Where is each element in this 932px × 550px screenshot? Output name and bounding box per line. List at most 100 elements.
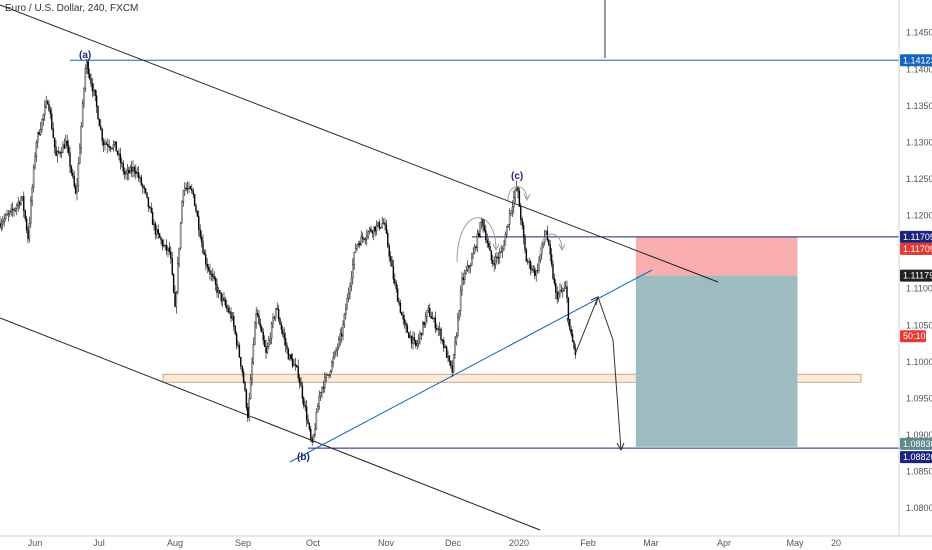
price-badge bbox=[900, 269, 932, 282]
candle-body bbox=[188, 186, 190, 189]
candle-body bbox=[535, 270, 537, 276]
candle-body bbox=[263, 340, 266, 347]
candle-body bbox=[98, 118, 101, 127]
candle-body bbox=[543, 236, 546, 243]
candle-body bbox=[14, 208, 17, 211]
candle-body bbox=[553, 278, 556, 284]
candle-body bbox=[100, 125, 102, 130]
candle-body bbox=[321, 387, 323, 393]
candle-body bbox=[7, 213, 10, 215]
candle-body bbox=[510, 210, 512, 214]
candle-body bbox=[136, 172, 138, 174]
candle-body bbox=[242, 371, 245, 383]
candle-body bbox=[398, 301, 400, 304]
candle-body bbox=[123, 171, 126, 175]
candle-body bbox=[300, 382, 302, 387]
candle-body bbox=[429, 307, 431, 317]
time-tick-label: Sep bbox=[235, 538, 251, 548]
candle-body bbox=[275, 308, 277, 318]
candle-body bbox=[314, 428, 316, 436]
candle-body bbox=[20, 198, 22, 205]
candle-body bbox=[44, 106, 46, 115]
candle-body bbox=[167, 247, 169, 251]
candle-body bbox=[154, 223, 157, 235]
candle-body bbox=[524, 237, 526, 251]
candle-body bbox=[534, 268, 536, 276]
candle-body bbox=[217, 290, 220, 293]
candle-body bbox=[402, 315, 404, 320]
candle-body bbox=[238, 345, 241, 358]
candle-body bbox=[303, 398, 305, 406]
candle-body bbox=[371, 231, 374, 234]
candle-body bbox=[143, 186, 145, 189]
time-tick-label: Aug bbox=[167, 538, 183, 548]
lower-channel-line bbox=[0, 317, 541, 531]
candle-body bbox=[328, 374, 330, 376]
candle-body bbox=[108, 145, 110, 148]
candle-body bbox=[490, 250, 493, 261]
candle-body bbox=[51, 113, 53, 129]
candle-body bbox=[493, 263, 495, 266]
candle-body bbox=[79, 147, 81, 164]
candle-body bbox=[434, 317, 437, 329]
candle-body bbox=[452, 354, 455, 373]
candle-body bbox=[350, 277, 353, 287]
candle-body bbox=[209, 270, 211, 275]
candle-body bbox=[93, 89, 95, 92]
candle-body bbox=[532, 268, 535, 271]
candle-body bbox=[531, 269, 533, 271]
candle-body bbox=[370, 228, 372, 232]
candle-body bbox=[549, 244, 551, 255]
candle-body bbox=[399, 303, 402, 313]
head-arrow-icon bbox=[523, 193, 531, 202]
candle-body bbox=[515, 187, 518, 190]
candle-body bbox=[529, 261, 532, 270]
candle-body bbox=[458, 310, 460, 318]
candle-body bbox=[32, 166, 35, 188]
candle-body bbox=[343, 313, 346, 325]
candle-body bbox=[478, 233, 480, 237]
candle-body bbox=[354, 248, 357, 253]
projection-arrow-down-icon bbox=[616, 442, 625, 452]
candle-body bbox=[84, 68, 87, 89]
candle-body bbox=[69, 152, 71, 167]
candle-body bbox=[122, 163, 124, 172]
candle-body bbox=[454, 342, 456, 355]
candle-body bbox=[156, 229, 158, 235]
candle-body bbox=[63, 144, 66, 149]
candle-body bbox=[202, 241, 204, 253]
candle-body bbox=[349, 286, 351, 294]
candle-body bbox=[289, 354, 291, 360]
candle-body bbox=[536, 270, 539, 272]
candle-body bbox=[247, 407, 249, 418]
candle-body bbox=[195, 205, 197, 212]
candle-body bbox=[227, 307, 229, 313]
candle-body bbox=[24, 210, 26, 219]
candle-body bbox=[170, 251, 172, 259]
candle-body bbox=[133, 167, 136, 172]
candle-body bbox=[377, 221, 379, 226]
candle-body bbox=[548, 239, 550, 245]
candle-body bbox=[507, 224, 509, 227]
time-axis[interactable]: Jun Jul Aug Sep Oct Nov Dec 2020 Feb Mar Apr May 20 bbox=[28, 538, 841, 548]
candle-body bbox=[137, 172, 140, 178]
candle-body bbox=[483, 226, 486, 231]
candle-body bbox=[262, 331, 264, 341]
candle-body bbox=[219, 290, 221, 293]
candle-body bbox=[0, 222, 1, 228]
candle-body bbox=[38, 132, 40, 135]
candle-body bbox=[360, 236, 362, 246]
price-tick-label: 1.10000 bbox=[906, 357, 932, 367]
price-badge bbox=[900, 230, 932, 243]
candle-body bbox=[181, 201, 183, 224]
candle-body bbox=[282, 329, 284, 335]
candle-body bbox=[150, 207, 152, 213]
candle-body bbox=[224, 299, 227, 306]
candle-body bbox=[375, 224, 378, 232]
candle-body bbox=[567, 297, 570, 320]
price-badge-label: 1.11709 bbox=[903, 232, 932, 242]
candle-body bbox=[74, 186, 77, 194]
candle-body bbox=[500, 250, 502, 253]
candle-body bbox=[66, 140, 68, 146]
